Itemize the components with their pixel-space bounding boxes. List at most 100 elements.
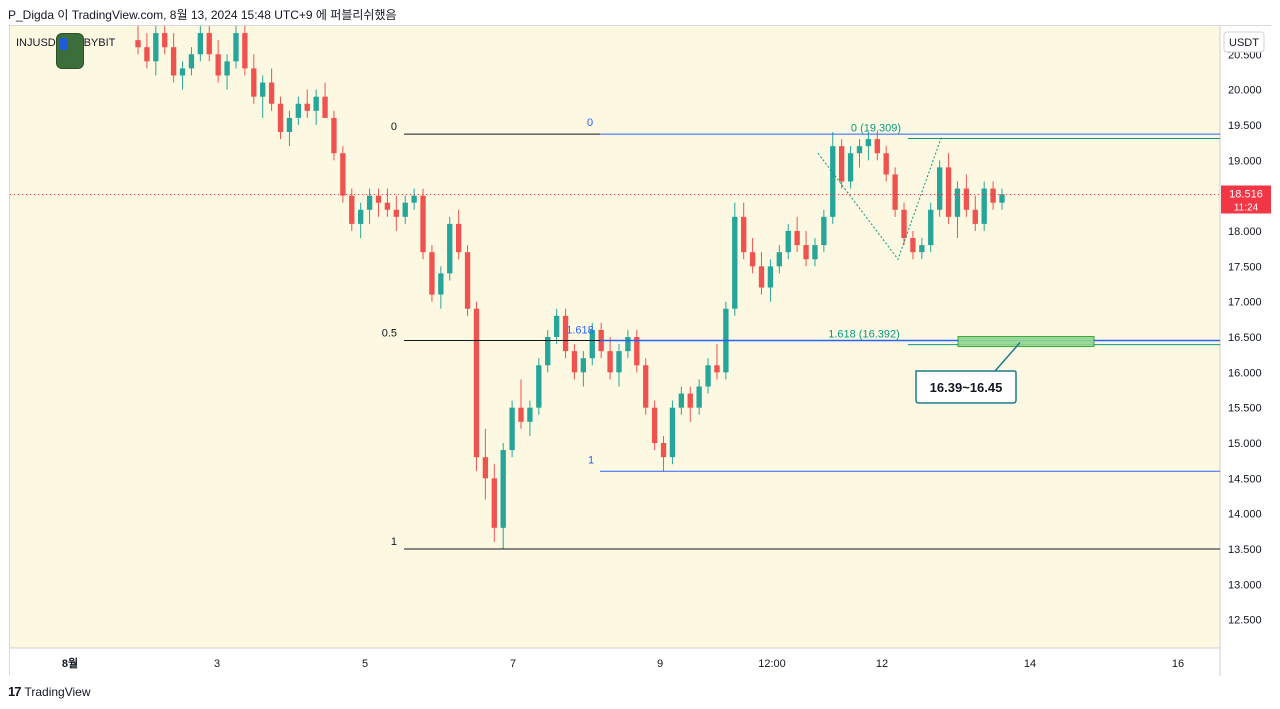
candle-body (981, 188, 987, 224)
callout-box (915, 370, 1017, 404)
candle-body (651, 407, 658, 444)
candle-body (322, 96, 328, 118)
candle-body (411, 195, 417, 203)
candle-body (928, 209, 934, 246)
candle-body (936, 167, 943, 210)
fib2-zero-label: 0 (587, 117, 593, 129)
candle-body (304, 103, 310, 111)
candle-body (660, 443, 667, 458)
candle-body (616, 351, 622, 373)
y-tick-label: 13.500 (1228, 544, 1262, 556)
candle-body (438, 273, 444, 295)
y-tick-label: 17.000 (1228, 297, 1262, 309)
candle-body (402, 202, 408, 217)
candle-body (856, 146, 863, 154)
candle-body (847, 153, 854, 182)
price-chart[interactable]: 20.50020.00019.50019.00018.50018.00017.5… (10, 26, 1272, 676)
candle-body (545, 337, 551, 366)
candle-body (705, 365, 711, 387)
x-tick-label: 12:00 (758, 658, 786, 670)
candle-body (447, 223, 453, 274)
candle-body (313, 96, 319, 111)
candle-body (242, 33, 248, 69)
candle-body (963, 188, 970, 210)
candle-body (153, 33, 159, 62)
candle-body (518, 407, 524, 422)
currency-label: USDT (1229, 37, 1259, 49)
candle-body (509, 407, 515, 451)
candle-body (580, 358, 587, 373)
y-tick-label: 16.000 (1228, 367, 1262, 379)
candle-body (910, 238, 916, 253)
candle-body (429, 252, 435, 295)
candle-body (340, 153, 346, 196)
candle-body (384, 202, 391, 210)
x-tick-label: 12 (876, 658, 888, 670)
bar-countdown: 11:24 (1234, 203, 1259, 214)
candle-body (830, 146, 836, 217)
footer-brand[interactable]: 17 TradingView (8, 684, 91, 699)
candle-body (420, 195, 426, 253)
candle-body (954, 188, 961, 217)
callout-text: 16.39~16.45 (930, 380, 1003, 395)
candle-body (491, 478, 497, 528)
x-tick-label: 8월 (62, 656, 78, 670)
current-price-value: 18.516 (1229, 189, 1263, 201)
candle-body (473, 308, 480, 458)
candle-body (714, 365, 720, 373)
fib2-one-label: 1 (588, 454, 594, 466)
candle-body (553, 315, 560, 337)
tradingview-logo-icon: 17 (8, 684, 22, 699)
candle-body (135, 40, 141, 48)
currency-button[interactable] (1223, 31, 1265, 53)
candle-body (785, 230, 791, 253)
fib1-level-label: 0.5 (382, 328, 397, 340)
candle-body (892, 174, 898, 210)
candle-body (901, 209, 907, 239)
candle-body (162, 33, 168, 48)
candle-body (215, 54, 221, 76)
candle-body (197, 33, 204, 55)
candle-body (268, 82, 275, 104)
candle-body (331, 117, 337, 154)
y-tick-label: 20.000 (1228, 85, 1262, 97)
candle-body (767, 266, 774, 288)
chart-frame[interactable]: 20.50020.00019.50019.00018.50018.00017.5… (9, 25, 1272, 676)
candle-body (277, 103, 284, 133)
candle-body (170, 47, 177, 76)
candle-body (696, 386, 702, 408)
candle-body (349, 195, 355, 224)
time-axis-background (10, 648, 1220, 676)
y-tick-label: 14.000 (1228, 509, 1262, 521)
candle-body (883, 153, 889, 175)
candle-body (634, 337, 640, 366)
candle-body (224, 61, 230, 76)
y-tick-label: 18.000 (1228, 226, 1262, 238)
candle-body (358, 209, 364, 224)
candle-body (144, 47, 150, 62)
publish-info: P_Digda 이 TradingView.com, 8월 13, 2024 1… (8, 8, 397, 22)
y-tick-label: 14.500 (1228, 473, 1262, 485)
candle-body (821, 216, 827, 246)
x-tick-label: 3 (214, 658, 220, 670)
y-tick-label: 13.000 (1228, 579, 1262, 591)
x-tick-label: 9 (657, 658, 663, 670)
fib-ext-trend-path (817, 135, 943, 261)
candle-body (669, 407, 676, 458)
candle-body (838, 146, 845, 182)
y-tick-label: 16.500 (1228, 332, 1262, 344)
candle-body (366, 195, 373, 210)
candle-body (607, 351, 613, 373)
candle-body (874, 139, 880, 154)
x-tick-label: 14 (1024, 658, 1036, 670)
candle-body (571, 351, 578, 373)
y-tick-label: 12.500 (1228, 615, 1262, 627)
y-tick-label: 15.500 (1228, 403, 1262, 415)
candle-body (455, 223, 462, 253)
candle-body (990, 188, 996, 203)
current-price-tag (1221, 185, 1271, 214)
brand-name: TradingView (24, 684, 91, 699)
x-tick-label: 7 (510, 658, 516, 670)
candle-body (919, 245, 925, 253)
author-avatar (56, 33, 84, 69)
